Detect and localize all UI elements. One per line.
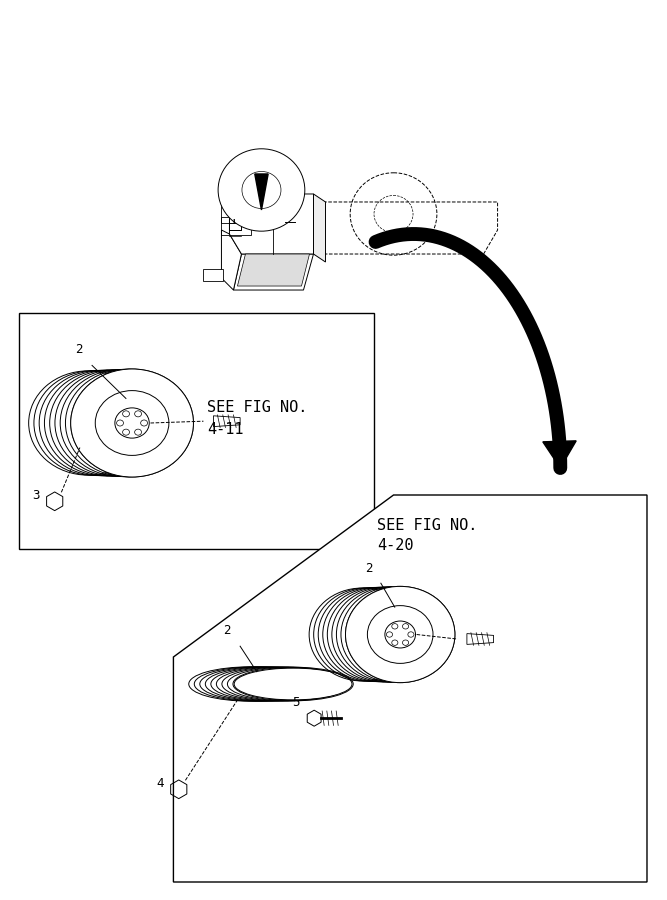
Text: SEE FIG NO.
4-11: SEE FIG NO. 4-11 xyxy=(207,400,307,436)
Polygon shape xyxy=(313,194,325,262)
Text: SEE FIG NO.
4-20: SEE FIG NO. 4-20 xyxy=(377,518,477,554)
Text: 4: 4 xyxy=(156,778,164,790)
Text: 2: 2 xyxy=(365,562,373,575)
Polygon shape xyxy=(229,206,241,230)
Ellipse shape xyxy=(385,621,416,648)
Ellipse shape xyxy=(235,669,352,699)
Polygon shape xyxy=(213,416,240,427)
Text: 2: 2 xyxy=(223,624,231,636)
Polygon shape xyxy=(255,174,268,210)
Bar xyxy=(221,217,251,235)
Ellipse shape xyxy=(346,587,455,682)
Ellipse shape xyxy=(218,148,305,231)
Text: 2: 2 xyxy=(75,343,83,356)
Bar xyxy=(19,313,374,549)
Ellipse shape xyxy=(71,369,193,477)
Polygon shape xyxy=(543,441,576,468)
Text: 5: 5 xyxy=(291,697,299,709)
Polygon shape xyxy=(467,634,494,644)
Polygon shape xyxy=(173,495,647,882)
Bar xyxy=(203,268,223,281)
Ellipse shape xyxy=(115,408,149,438)
Polygon shape xyxy=(233,254,313,290)
Polygon shape xyxy=(229,194,313,254)
Text: I: I xyxy=(232,219,235,225)
Text: 3: 3 xyxy=(32,490,40,502)
Polygon shape xyxy=(237,254,309,286)
Bar xyxy=(221,205,251,223)
Polygon shape xyxy=(221,230,241,290)
